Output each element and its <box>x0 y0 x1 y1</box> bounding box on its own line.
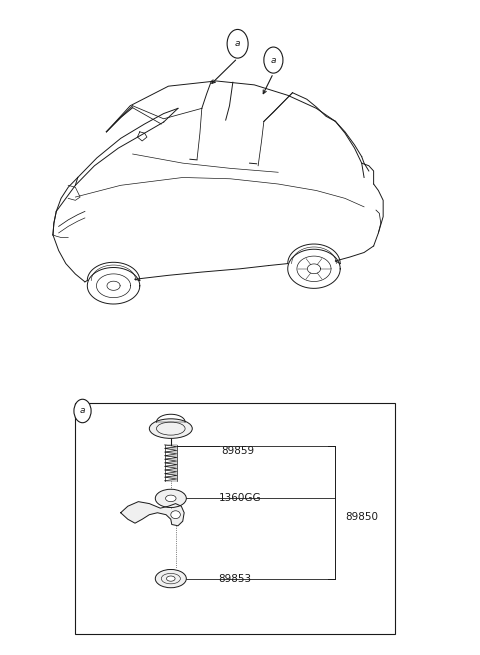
Text: a: a <box>271 56 276 65</box>
Ellipse shape <box>156 489 186 508</box>
Ellipse shape <box>167 576 175 581</box>
Text: 89859: 89859 <box>221 446 254 456</box>
Text: 89853: 89853 <box>218 574 252 584</box>
Circle shape <box>264 47 283 73</box>
Circle shape <box>74 400 91 422</box>
Circle shape <box>227 29 248 58</box>
Ellipse shape <box>149 419 192 438</box>
Text: 89850: 89850 <box>345 512 378 521</box>
Text: a: a <box>235 39 240 48</box>
Ellipse shape <box>166 495 176 502</box>
Text: a: a <box>80 407 85 415</box>
Ellipse shape <box>156 569 186 588</box>
Text: 1360GG: 1360GG <box>218 493 261 504</box>
Ellipse shape <box>171 511 180 519</box>
Polygon shape <box>120 502 184 526</box>
